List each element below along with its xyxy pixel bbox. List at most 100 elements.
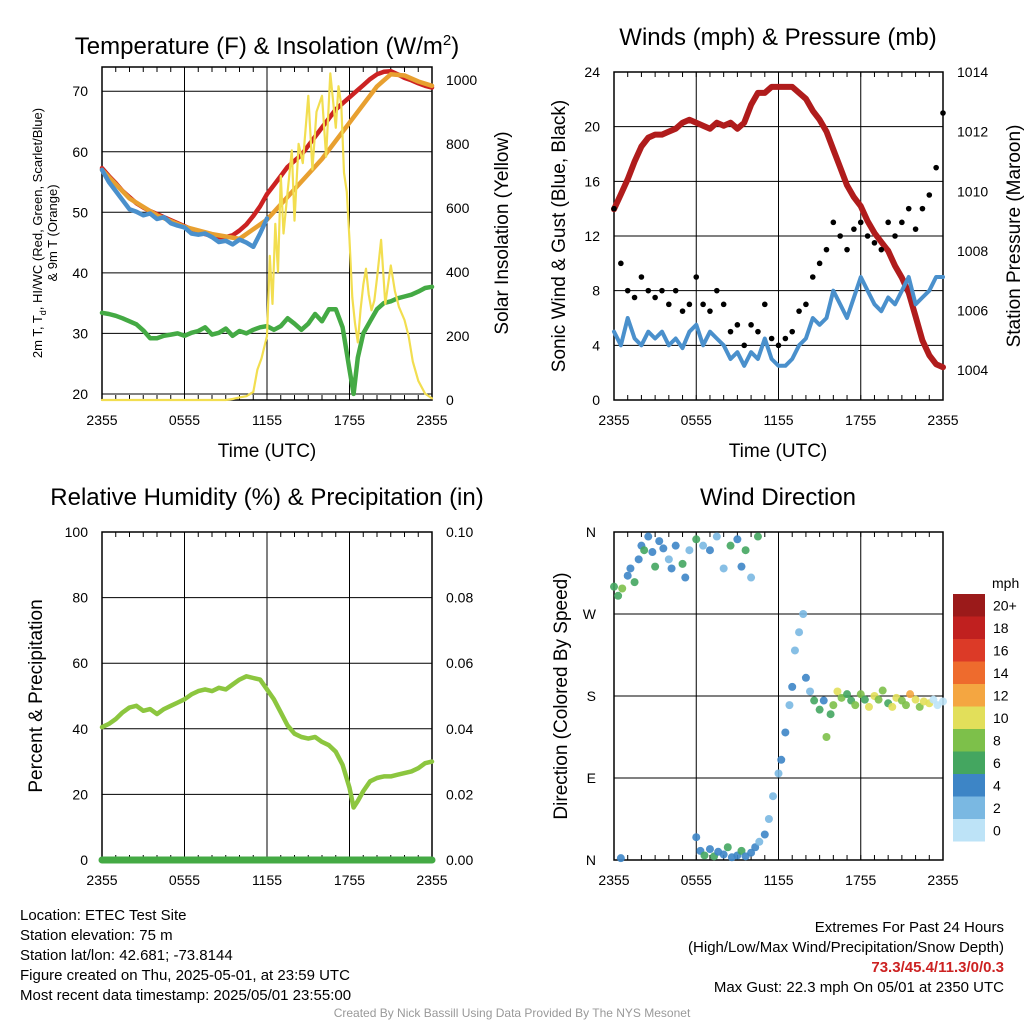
gust-point	[899, 219, 905, 226]
x-tick-label: 1155	[252, 412, 282, 428]
direction-point	[681, 573, 690, 582]
legend-swatch	[953, 661, 985, 684]
y2-tick-label: 0.06	[446, 655, 473, 671]
y-tick-label: 100	[65, 524, 89, 540]
direction-point	[822, 733, 831, 741]
temperature-series-5	[100, 72, 434, 402]
station-latlon: Station lat/lon: 42.681; -73.8144	[20, 947, 233, 964]
wind-series-1	[611, 83, 946, 371]
gust-point	[905, 205, 912, 212]
gust-point	[919, 205, 926, 212]
x-tick-label: 1755	[845, 412, 876, 428]
x-tick-label: 0555	[169, 872, 200, 888]
legend-label: 0	[993, 822, 1001, 838]
legend-swatch	[953, 729, 985, 752]
extremes-subheading: (High/Low/Max Wind/Precipitation/Snow De…	[688, 939, 1004, 956]
direction-point	[878, 686, 887, 695]
direction-point	[737, 562, 746, 571]
y-axis-label: Percent & Precipitation	[26, 599, 47, 792]
direction-point	[901, 701, 910, 710]
x-tick-label: 0555	[681, 412, 712, 428]
wind-series-2	[612, 275, 945, 368]
gust-point	[748, 322, 754, 328]
direction-point	[667, 564, 676, 573]
direction-point	[610, 582, 618, 591]
gust-point	[775, 342, 782, 349]
gust-point	[885, 219, 891, 226]
direction-point	[860, 695, 869, 704]
panel-title: Winds (mph) & Pressure (mb)	[619, 24, 936, 51]
direction-point	[790, 646, 799, 655]
station-elevation: Station elevation: 75 m	[20, 927, 173, 944]
x-tick-label: 2355	[598, 872, 629, 888]
y-tick-label: 20	[72, 386, 88, 402]
direction-point	[815, 705, 824, 714]
direction-point	[795, 628, 804, 637]
gust-point	[679, 308, 686, 314]
gust-point	[933, 164, 939, 171]
legend-swatch	[953, 594, 985, 617]
direction-point	[616, 854, 625, 863]
legend-label: 16	[993, 642, 1009, 658]
gust-point	[768, 335, 775, 342]
panel-title: Temperature (F) & Insolation (W/m2)	[75, 32, 459, 60]
legend-label: 14	[993, 665, 1009, 681]
direction-point	[833, 687, 842, 696]
legend-swatch	[953, 751, 985, 774]
direction-point	[705, 546, 714, 555]
direction-point	[760, 830, 769, 839]
direction-point	[785, 701, 794, 710]
y2-tick-label: 200	[446, 328, 470, 344]
direction-point	[655, 537, 664, 546]
gust-point	[782, 335, 789, 342]
y-tick-label: 0	[80, 852, 88, 868]
x-axis-label: Time (UTC)	[729, 441, 828, 462]
legend-label: 10	[993, 710, 1009, 726]
gust-point	[700, 301, 706, 308]
station-location: Location: ETEC Test Site	[20, 907, 187, 924]
gust-point	[809, 274, 816, 280]
plot-frame	[101, 66, 433, 401]
direction-point	[829, 701, 838, 710]
x-axis-label: Time (UTC)	[218, 441, 317, 462]
temperature-series-3	[99, 167, 270, 250]
direction-point	[726, 541, 735, 550]
gust-point	[851, 226, 857, 232]
y-tick-label: 40	[72, 265, 88, 281]
gust-point	[940, 110, 946, 116]
direction-point	[774, 769, 783, 778]
direction-point	[692, 833, 701, 842]
y-tick-label: 0	[592, 392, 600, 408]
gust-point	[912, 226, 919, 232]
direction-point	[651, 562, 660, 571]
legend-label: 2	[993, 800, 1001, 816]
y2-axis-label: Solar Insolation (Yellow)	[492, 131, 513, 334]
legend-label: 12	[993, 687, 1009, 703]
direction-point	[906, 690, 915, 699]
direction-point	[819, 696, 828, 705]
gust-point	[624, 287, 631, 294]
gust-point	[727, 328, 734, 335]
direction-point	[723, 843, 732, 852]
humidity-series-1	[99, 674, 435, 810]
y-tick-label: 60	[72, 144, 88, 160]
direction-point	[685, 546, 694, 555]
gust-point	[796, 308, 802, 314]
gust-point	[672, 287, 679, 294]
y2-tick-label: 1000	[446, 72, 477, 88]
direction-point	[747, 848, 756, 857]
gust-point	[707, 308, 713, 314]
y2-tick-label: 0.10	[446, 524, 473, 540]
y-tick-label: 20	[72, 786, 88, 802]
direction-point	[623, 571, 632, 580]
direction-point	[659, 544, 668, 553]
gust-point	[878, 246, 885, 253]
direction-point	[769, 792, 778, 801]
y2-tick-label: 1010	[957, 183, 988, 199]
direction-point	[648, 548, 657, 557]
gust-point	[618, 260, 624, 267]
x-tick-label: 2355	[416, 872, 447, 888]
gust-point	[844, 246, 850, 253]
max-gust: Max Gust: 22.3 mph On 05/01 at 2350 UTC	[713, 979, 1004, 996]
